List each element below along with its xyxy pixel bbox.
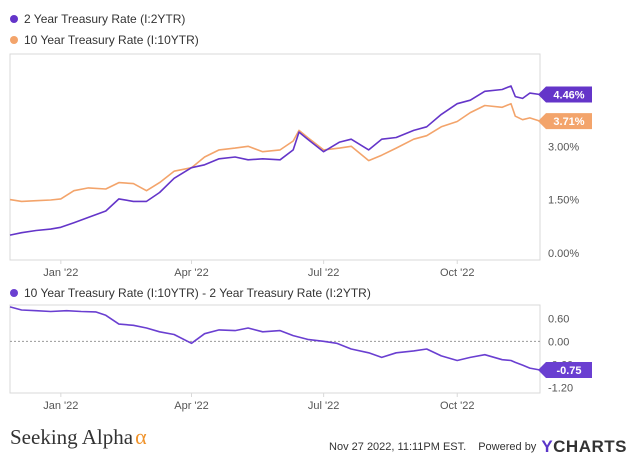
y-tick-label: -1.20 bbox=[548, 382, 573, 394]
legend-label-2yr: 2 Year Treasury Rate (I:2YTR) bbox=[24, 12, 186, 26]
y-tick-label: 0.00 bbox=[548, 336, 569, 348]
legend-label-10yr: 10 Year Treasury Rate (I:10YTR) bbox=[24, 33, 199, 47]
x-tick-label: Oct '22 bbox=[440, 267, 475, 279]
x-tick-label: Apr '22 bbox=[174, 400, 209, 412]
series-line-2 bbox=[9, 102, 541, 203]
footer-attribution: Nov 27 2022, 11:11PM EST. Powered by YCH… bbox=[329, 437, 627, 457]
y-tick-label: 0.00% bbox=[548, 248, 579, 260]
plot-frame bbox=[9, 53, 541, 261]
x-tick-label: Jul '22 bbox=[308, 267, 339, 279]
end-tag-bg bbox=[538, 86, 592, 103]
ycharts-y: Y bbox=[541, 437, 554, 456]
end-tag-bg bbox=[538, 362, 592, 379]
legend-dot-10yr bbox=[10, 36, 18, 44]
legend-dot-spread bbox=[10, 289, 18, 297]
ycharts-logo[interactable]: YCHARTS bbox=[541, 437, 627, 457]
series-line-1 bbox=[9, 306, 541, 371]
y-tick-label: 3.00% bbox=[548, 141, 579, 153]
seeking-alpha-logo[interactable]: Seeking Alphaα bbox=[10, 424, 147, 450]
alpha-mark: α bbox=[135, 424, 147, 449]
legend-dot-2yr bbox=[10, 15, 18, 23]
powered-by-label: Powered by bbox=[478, 441, 537, 453]
end-value-tag-2: 3.71% bbox=[538, 113, 592, 130]
x-tick-label: Jul '22 bbox=[308, 400, 339, 412]
end-tag-label: -0.75 bbox=[556, 365, 581, 377]
timestamp: Nov 27 2022, 11:11PM EST. bbox=[329, 441, 467, 453]
end-tag-bg bbox=[538, 113, 592, 130]
end-value-tag-1: -0.75 bbox=[538, 362, 592, 379]
end-tag-label: 4.46% bbox=[553, 89, 584, 101]
legend-item-2yr[interactable]: 2 Year Treasury Rate (I:2YTR) bbox=[10, 12, 185, 26]
legend-item-spread[interactable]: 10 Year Treasury Rate (I:10YTR) - 2 Year… bbox=[10, 286, 371, 300]
series-line-1 bbox=[9, 85, 541, 236]
legend-label-spread: 10 Year Treasury Rate (I:10YTR) - 2 Year… bbox=[24, 286, 371, 300]
brand-name: Seeking Alpha bbox=[10, 425, 134, 449]
x-tick-label: Apr '22 bbox=[174, 267, 209, 279]
legend-item-10yr[interactable]: 10 Year Treasury Rate (I:10YTR) bbox=[10, 33, 199, 47]
ycharts-text: CHARTS bbox=[553, 437, 627, 456]
x-tick-label: Jan '22 bbox=[43, 400, 78, 412]
plot-frame bbox=[9, 304, 541, 394]
end-value-tag-1: 4.46% bbox=[538, 86, 592, 103]
x-tick-label: Oct '22 bbox=[440, 400, 475, 412]
x-tick-label: Jan '22 bbox=[43, 267, 78, 279]
end-tag-label: 3.71% bbox=[553, 116, 584, 128]
y-tick-label: 0.60 bbox=[548, 313, 569, 325]
y-tick-label: 1.50% bbox=[548, 195, 579, 207]
